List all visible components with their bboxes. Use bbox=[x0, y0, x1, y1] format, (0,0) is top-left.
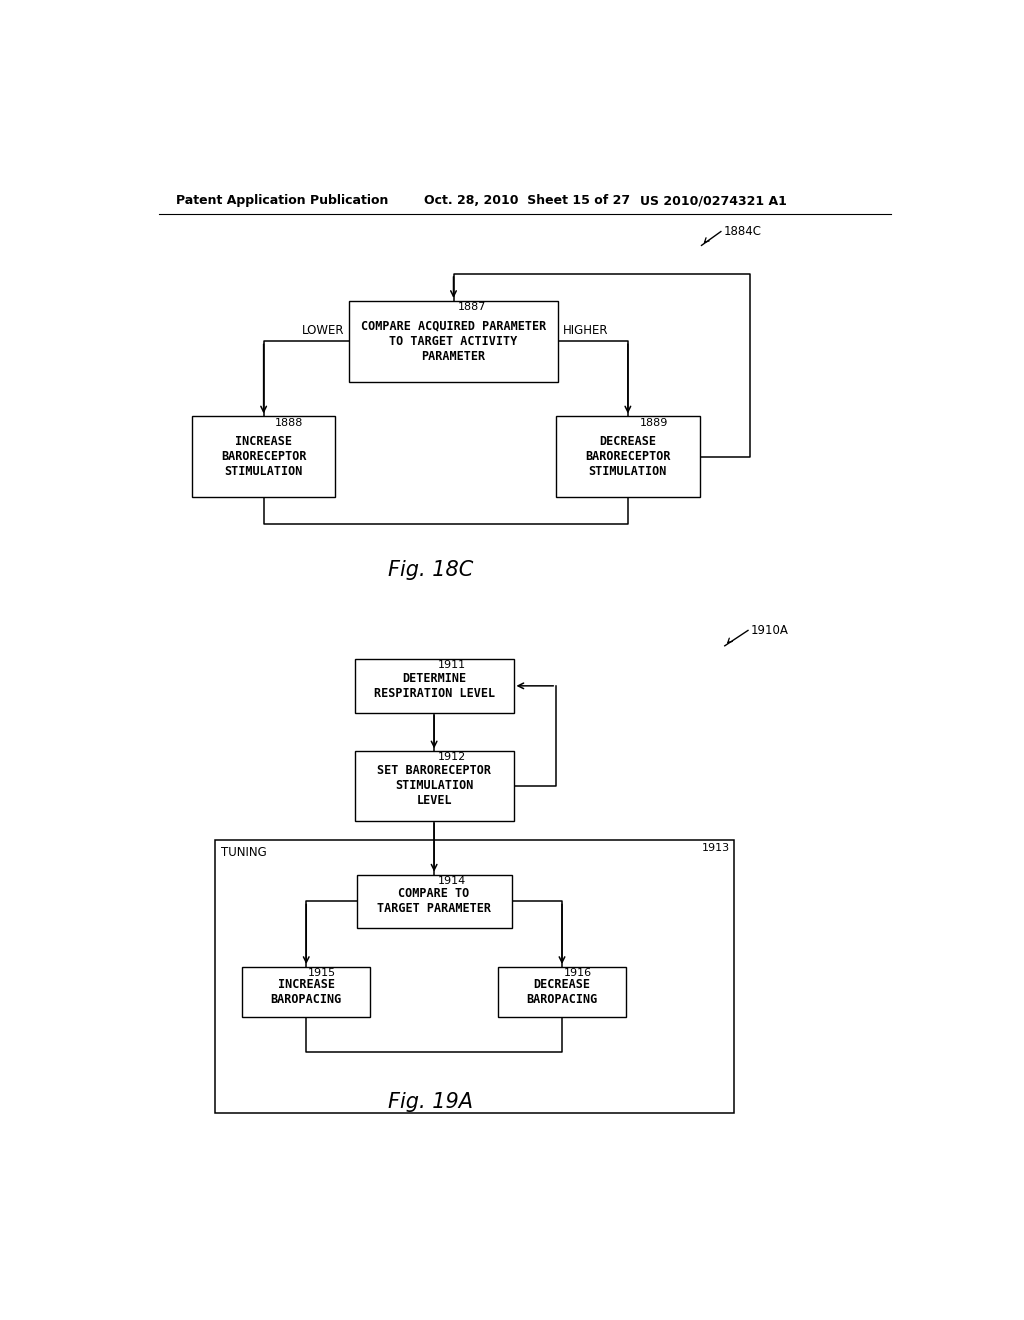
Bar bbox=[215, 840, 734, 1113]
Text: COMPARE ACQUIRED PARAMETER
TO TARGET ACTIVITY
PARAMETER: COMPARE ACQUIRED PARAMETER TO TARGET ACT… bbox=[360, 319, 546, 363]
Text: 1913: 1913 bbox=[702, 842, 730, 853]
Text: 1915: 1915 bbox=[308, 968, 336, 978]
Text: COMPARE TO
TARGET PARAMETER: COMPARE TO TARGET PARAMETER bbox=[377, 887, 492, 916]
Text: HIGHER: HIGHER bbox=[563, 323, 608, 337]
Text: DECREASE
BAROPACING: DECREASE BAROPACING bbox=[526, 978, 598, 1006]
Text: 1916: 1916 bbox=[563, 968, 592, 978]
Text: 1911: 1911 bbox=[438, 660, 466, 671]
Text: LOWER: LOWER bbox=[302, 323, 344, 337]
Text: 1912: 1912 bbox=[438, 752, 466, 763]
Text: INCREASE
BAROPACING: INCREASE BAROPACING bbox=[270, 978, 342, 1006]
Text: 1884C: 1884C bbox=[723, 224, 761, 238]
Text: DECREASE
BARORECEPTOR
STIMULATION: DECREASE BARORECEPTOR STIMULATION bbox=[585, 436, 671, 478]
Text: 1887: 1887 bbox=[458, 302, 485, 312]
Text: 1914: 1914 bbox=[438, 875, 466, 886]
Text: 1889: 1889 bbox=[640, 417, 668, 428]
Text: Patent Application Publication: Patent Application Publication bbox=[176, 194, 388, 207]
Text: 1910A: 1910A bbox=[751, 624, 788, 638]
Text: Fig. 19A: Fig. 19A bbox=[388, 1092, 473, 1111]
Bar bbox=[191, 416, 335, 498]
Text: DETERMINE
RESPIRATION LEVEL: DETERMINE RESPIRATION LEVEL bbox=[374, 672, 495, 700]
Bar bbox=[356, 875, 512, 928]
Bar bbox=[556, 416, 699, 498]
Text: Oct. 28, 2010  Sheet 15 of 27: Oct. 28, 2010 Sheet 15 of 27 bbox=[424, 194, 630, 207]
Bar bbox=[243, 966, 371, 1016]
Text: SET BARORECEPTOR
STIMULATION
LEVEL: SET BARORECEPTOR STIMULATION LEVEL bbox=[377, 764, 492, 808]
Text: TUNING: TUNING bbox=[221, 846, 266, 859]
Text: US 2010/0274321 A1: US 2010/0274321 A1 bbox=[640, 194, 786, 207]
Text: Fig. 18C: Fig. 18C bbox=[387, 561, 473, 581]
Bar bbox=[354, 659, 514, 713]
Bar bbox=[498, 966, 626, 1016]
Text: INCREASE
BARORECEPTOR
STIMULATION: INCREASE BARORECEPTOR STIMULATION bbox=[221, 436, 306, 478]
Bar bbox=[354, 751, 514, 821]
Bar bbox=[349, 301, 558, 381]
Text: 1888: 1888 bbox=[275, 417, 304, 428]
